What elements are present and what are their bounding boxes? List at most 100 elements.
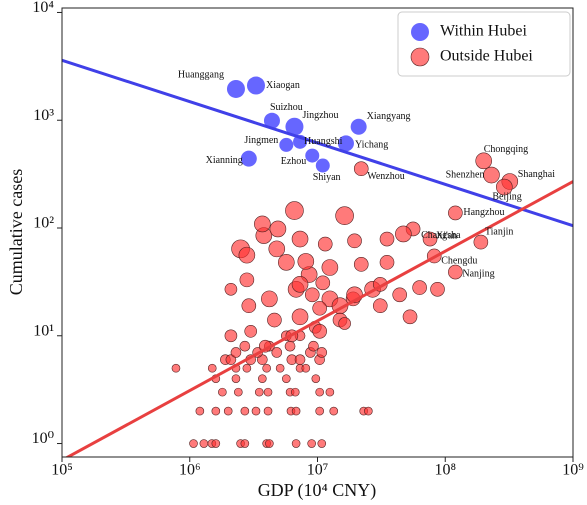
data-point bbox=[316, 347, 328, 358]
data-point bbox=[238, 246, 256, 264]
data-point bbox=[290, 387, 300, 397]
data-point bbox=[254, 387, 264, 397]
data-point bbox=[285, 117, 304, 136]
data-point bbox=[261, 290, 278, 308]
data-point bbox=[422, 231, 438, 247]
data-point bbox=[226, 79, 245, 98]
point-label: Beijing bbox=[492, 191, 521, 202]
data-point bbox=[315, 275, 331, 291]
x-tick-label: 10⁶ bbox=[179, 462, 201, 479]
data-point bbox=[312, 300, 327, 316]
data-point bbox=[317, 236, 333, 252]
data-point bbox=[195, 406, 205, 416]
data-point bbox=[325, 387, 335, 397]
data-point bbox=[251, 406, 261, 416]
data-point bbox=[353, 161, 369, 177]
data-point bbox=[211, 439, 221, 448]
data-point bbox=[241, 298, 257, 314]
data-point bbox=[392, 287, 408, 303]
data-point bbox=[321, 259, 339, 276]
x-tick-label: 10⁸ bbox=[434, 462, 456, 479]
legend-label: Outside Hubei bbox=[440, 48, 533, 65]
data-point bbox=[240, 150, 257, 167]
point-label: Jingzhou bbox=[302, 110, 338, 121]
data-point bbox=[240, 439, 250, 448]
point-label: Suizhou bbox=[270, 102, 303, 113]
data-point bbox=[483, 166, 500, 184]
data-point bbox=[284, 340, 296, 352]
data-point bbox=[224, 329, 238, 343]
point-label: Shiyan bbox=[313, 172, 341, 183]
data-point bbox=[430, 281, 445, 297]
data-point bbox=[234, 387, 243, 397]
data-point bbox=[350, 118, 367, 135]
data-point bbox=[448, 264, 463, 280]
point-label: Ezhou bbox=[281, 156, 307, 167]
data-point bbox=[315, 406, 324, 416]
y-tick-label: 10⁴ bbox=[32, 0, 54, 16]
data-point bbox=[239, 340, 251, 352]
point-label: Huanggang bbox=[178, 69, 224, 80]
data-point bbox=[291, 406, 301, 416]
legend-marker bbox=[410, 47, 430, 67]
data-point bbox=[218, 387, 227, 397]
legend-marker bbox=[411, 23, 429, 41]
data-point bbox=[207, 363, 217, 373]
data-point bbox=[230, 347, 242, 358]
data-point bbox=[294, 354, 306, 365]
data-point bbox=[347, 233, 362, 249]
data-point bbox=[402, 309, 418, 325]
x-tick-label: 10⁷ bbox=[307, 462, 329, 479]
data-point bbox=[379, 255, 395, 270]
point-label: Jingmen bbox=[244, 135, 278, 146]
y-tick-label: 10² bbox=[33, 215, 54, 232]
data-point bbox=[263, 387, 273, 397]
data-point bbox=[372, 298, 388, 314]
data-point bbox=[268, 240, 286, 258]
data-point bbox=[353, 257, 369, 272]
data-point bbox=[379, 231, 395, 247]
y-tick-label: 10³ bbox=[33, 107, 54, 124]
point-label: Chongqing bbox=[484, 144, 528, 155]
x-axis-label: GDP (10⁴ CNY) bbox=[258, 480, 377, 501]
point-label: Xiangyang bbox=[367, 111, 411, 122]
x-tick-label: 10⁹ bbox=[562, 462, 584, 479]
legend-label: Within Hubei bbox=[440, 23, 527, 40]
data-point bbox=[291, 230, 309, 248]
data-point bbox=[231, 374, 241, 383]
data-point bbox=[317, 439, 327, 448]
data-point bbox=[211, 406, 221, 416]
data-point bbox=[254, 215, 271, 233]
data-point bbox=[282, 374, 291, 383]
data-point bbox=[308, 340, 319, 352]
point-label: Shanghai bbox=[518, 169, 555, 180]
point-label: Hangzhou bbox=[463, 207, 504, 218]
data-point bbox=[285, 201, 304, 220]
data-point bbox=[448, 205, 463, 221]
legend-box bbox=[397, 11, 571, 77]
data-point bbox=[275, 363, 285, 373]
point-label: Yichang bbox=[355, 140, 388, 151]
data-point bbox=[267, 312, 282, 328]
data-point bbox=[225, 354, 237, 365]
data-point bbox=[475, 152, 493, 170]
y-axis-label: Cumulative cases bbox=[6, 169, 26, 295]
data-point bbox=[338, 317, 351, 330]
data-point bbox=[171, 363, 181, 373]
data-point bbox=[265, 439, 274, 448]
point-label: Changsha bbox=[421, 230, 461, 241]
data-point bbox=[278, 254, 295, 271]
y-tick-label: 10⁰ bbox=[32, 430, 54, 447]
point-label: Shenzhen bbox=[446, 169, 485, 180]
data-point bbox=[242, 363, 252, 373]
point-label: Chengdu bbox=[441, 255, 477, 266]
data-point bbox=[329, 406, 339, 416]
point-label: Xi'an bbox=[436, 230, 457, 241]
data-point bbox=[304, 287, 320, 303]
data-point bbox=[301, 363, 311, 373]
data-point bbox=[271, 347, 283, 358]
data-point bbox=[291, 439, 301, 448]
point-label: Tianjin bbox=[485, 226, 514, 237]
data-point bbox=[199, 439, 209, 448]
